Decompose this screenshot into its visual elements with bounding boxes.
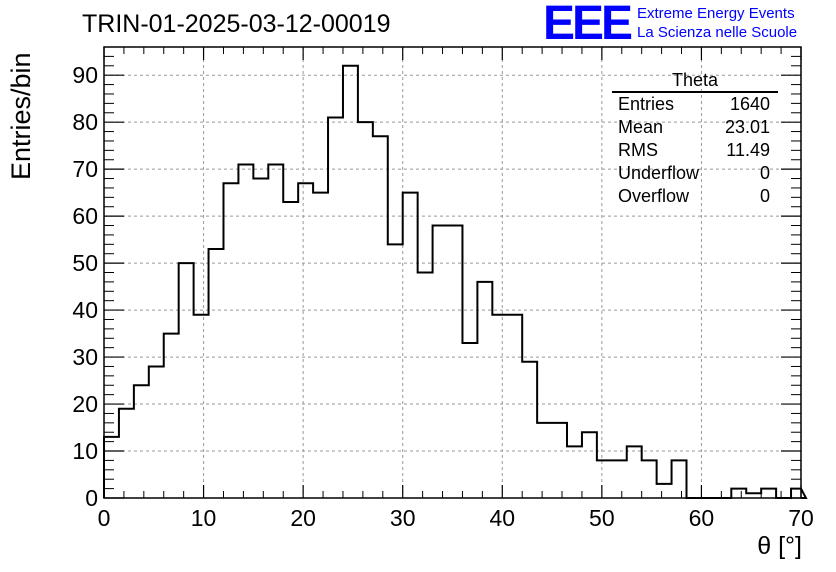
logo-caption-line1: Extreme Energy Events [637,5,795,22]
y-tick-label: 70 [72,156,98,182]
stats-row-underflow: Underflow 0 [612,162,778,185]
y-tick-label: 0 [85,485,98,511]
stats-label: Overflow [618,186,690,206]
x-tick-label: 0 [98,505,111,531]
logo-caption: Extreme Energy Events La Scienza nelle S… [637,4,797,42]
x-tick-label: 40 [489,505,515,531]
stats-value: 23.01 [724,117,770,137]
stats-label: Mean [618,117,664,137]
x-axis-label: θ [°] [757,532,802,560]
stats-value: 0 [759,163,770,183]
tick-labels: 0 10 20 30 40 50 60 70 0 10 20 30 40 50 60 70 80 90 [72,62,813,531]
logo-caption-line2: La Scienza nelle Scuole [637,24,798,41]
chart-title: TRIN-01-2025-03-12-00019 [82,10,391,38]
x-tick-label: 10 [191,505,217,531]
stats-row-mean: Mean 23.01 [612,116,778,139]
grid-lines [104,47,801,498]
stats-label: RMS [618,140,658,160]
plot-frame [103,46,802,499]
y-tick-label: 10 [72,438,98,464]
stats-row-overflow: Overflow 0 [612,185,778,208]
y-tick-label: 30 [72,344,98,370]
stats-row-rms: RMS 11.49 [612,139,778,162]
stats-value: 1640 [729,94,770,114]
x-tick-label: 50 [589,505,615,531]
y-axis-label: Entries/bin [6,52,36,180]
y-tick-label: 40 [72,297,98,323]
y-tick-label: 80 [72,109,98,135]
stats-label: Entries [618,94,675,114]
stats-box: Theta Entries 1640 Mean 23.01 RMS 11.49 … [612,70,778,208]
y-tick-label: 20 [72,391,98,417]
y-tick-label: 90 [72,62,98,88]
stats-value: 11.49 [726,140,770,160]
y-tick-label: 50 [72,250,98,276]
stats-label: Underflow [618,163,700,183]
x-tick-label: 70 [788,505,814,531]
axis-ticks [103,46,802,499]
x-tick-label: 60 [689,505,715,531]
x-tick-label: 20 [290,505,316,531]
eee-logo: EEE [543,0,633,50]
stats-value: 0 [759,186,770,206]
stats-row-entries: Entries 1640 [612,93,778,116]
stats-title: Theta [612,70,778,93]
x-tick-label: 30 [390,505,416,531]
y-tick-label: 60 [72,203,98,229]
